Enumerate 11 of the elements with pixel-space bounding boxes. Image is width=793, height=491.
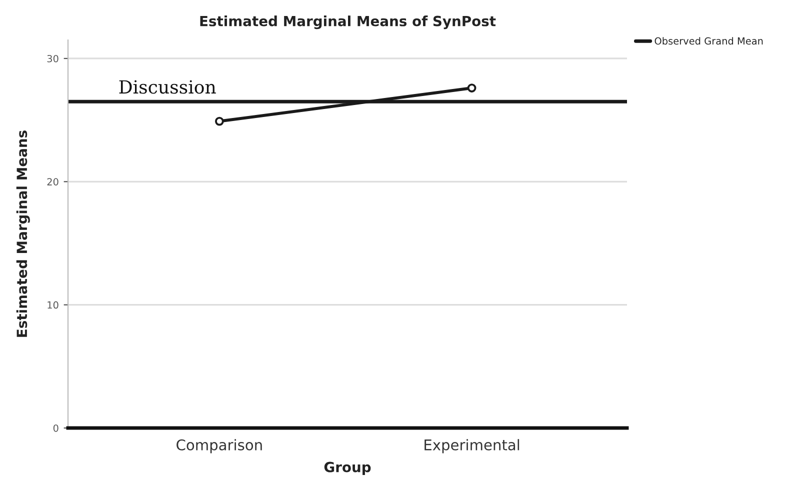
y-tick-label: 0 [53,424,58,432]
y-tick-label: 20 [47,178,58,186]
x-tick-label: Experimental [424,439,520,454]
legend-label: Observed Grand Mean [654,37,763,45]
y-tick-label: 10 [48,301,58,309]
y-axis-title: Estimated Marginal Means [16,130,30,337]
annotation: Discussion [119,80,216,94]
x-axis-title: Group [324,462,371,475]
chart-title: Estimated Marginal Means of SynPost [200,16,496,30]
y-tick-label: 30 [47,54,58,62]
x-tick-label: Comparison [176,439,262,454]
